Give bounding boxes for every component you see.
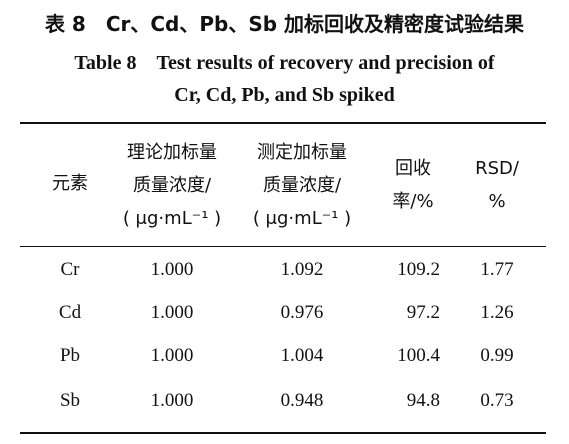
header-measured-line1: 测定加标量 [257, 142, 347, 163]
cell-theoretical: 1.000 [150, 259, 194, 280]
table-bottom-rule [20, 432, 546, 434]
table-header-rule [20, 246, 546, 247]
cell-rsd: 0.99 [480, 345, 514, 366]
cell-theoretical: 1.000 [150, 390, 194, 411]
cell-recovery: 100.4 [397, 345, 440, 366]
cell-element: Cd [58, 302, 82, 323]
cell-element: Sb [59, 390, 81, 411]
cell-theoretical: 1.000 [150, 345, 194, 366]
cell-rsd: 0.73 [480, 390, 514, 411]
cell-rsd: 1.26 [480, 302, 514, 323]
header-recovery-line1: 回收 [395, 158, 431, 179]
cell-measured: 0.948 [280, 390, 324, 411]
header-theoretical-line1: 理论加标量 [127, 142, 217, 163]
table-caption-english-line1: Table 8 Test results of recovery and pre… [74, 52, 495, 74]
cell-recovery: 109.2 [397, 259, 440, 280]
header-measured-unit: ( μg·mL⁻¹ ) [252, 208, 352, 229]
cell-element: Pb [59, 345, 81, 366]
header-theoretical-unit: ( μg·mL⁻¹ ) [122, 208, 222, 229]
cell-recovery: 97.2 [406, 302, 440, 323]
cell-measured: 1.092 [280, 259, 324, 280]
table-caption-english-line2: Cr, Cd, Pb, and Sb spiked [174, 84, 395, 106]
header-theoretical-line2: 质量浓度/ [132, 175, 212, 196]
table-caption-chinese: 表 8 Cr、Cd、Pb、Sb 加标回收及精密度试验结果 [44, 12, 525, 36]
cell-rsd: 1.77 [480, 259, 514, 280]
table-top-rule [20, 122, 546, 124]
cell-theoretical: 1.000 [150, 302, 194, 323]
header-element: 元素 [52, 173, 88, 194]
header-measured-line2: 质量浓度/ [262, 175, 342, 196]
cell-measured: 0.976 [280, 302, 324, 323]
header-rsd-line2: % [488, 191, 506, 212]
cell-recovery: 94.8 [406, 390, 440, 411]
header-rsd-line1: RSD/ [475, 158, 519, 179]
cell-measured: 1.004 [280, 345, 324, 366]
cell-element: Cr [60, 259, 80, 280]
header-recovery-line2: 率/% [392, 191, 434, 212]
